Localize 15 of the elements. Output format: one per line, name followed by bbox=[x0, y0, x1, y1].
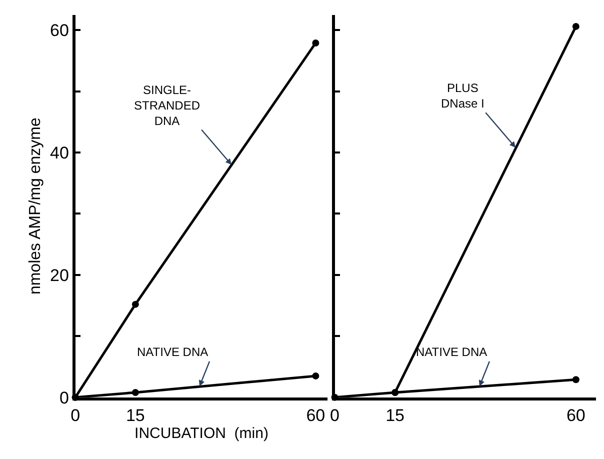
x-tick-label: 60 bbox=[306, 406, 326, 425]
annotation: SINGLE- STRANDED DNA bbox=[134, 83, 200, 128]
x-tick-label: 60 bbox=[566, 406, 586, 425]
y-tick-label: 20 bbox=[50, 266, 69, 285]
x-tick-label: 0 bbox=[330, 406, 340, 425]
annotation: NATIVE DNA bbox=[137, 345, 208, 359]
x-tick-label: 15 bbox=[126, 406, 145, 425]
y-tick-label: 60 bbox=[50, 21, 69, 40]
y-tick-label: 0 bbox=[59, 388, 69, 408]
y-axis-title: nmoles AMP/mg enzyme bbox=[26, 118, 44, 295]
x-axis-title: INCUBATION (min) bbox=[134, 424, 268, 442]
x-tick-label: 15 bbox=[386, 406, 405, 425]
annotation: NATIVE DNA bbox=[416, 345, 488, 359]
y-tick-label: 40 bbox=[50, 143, 69, 162]
annotation: PLUS DNase I bbox=[441, 81, 484, 111]
